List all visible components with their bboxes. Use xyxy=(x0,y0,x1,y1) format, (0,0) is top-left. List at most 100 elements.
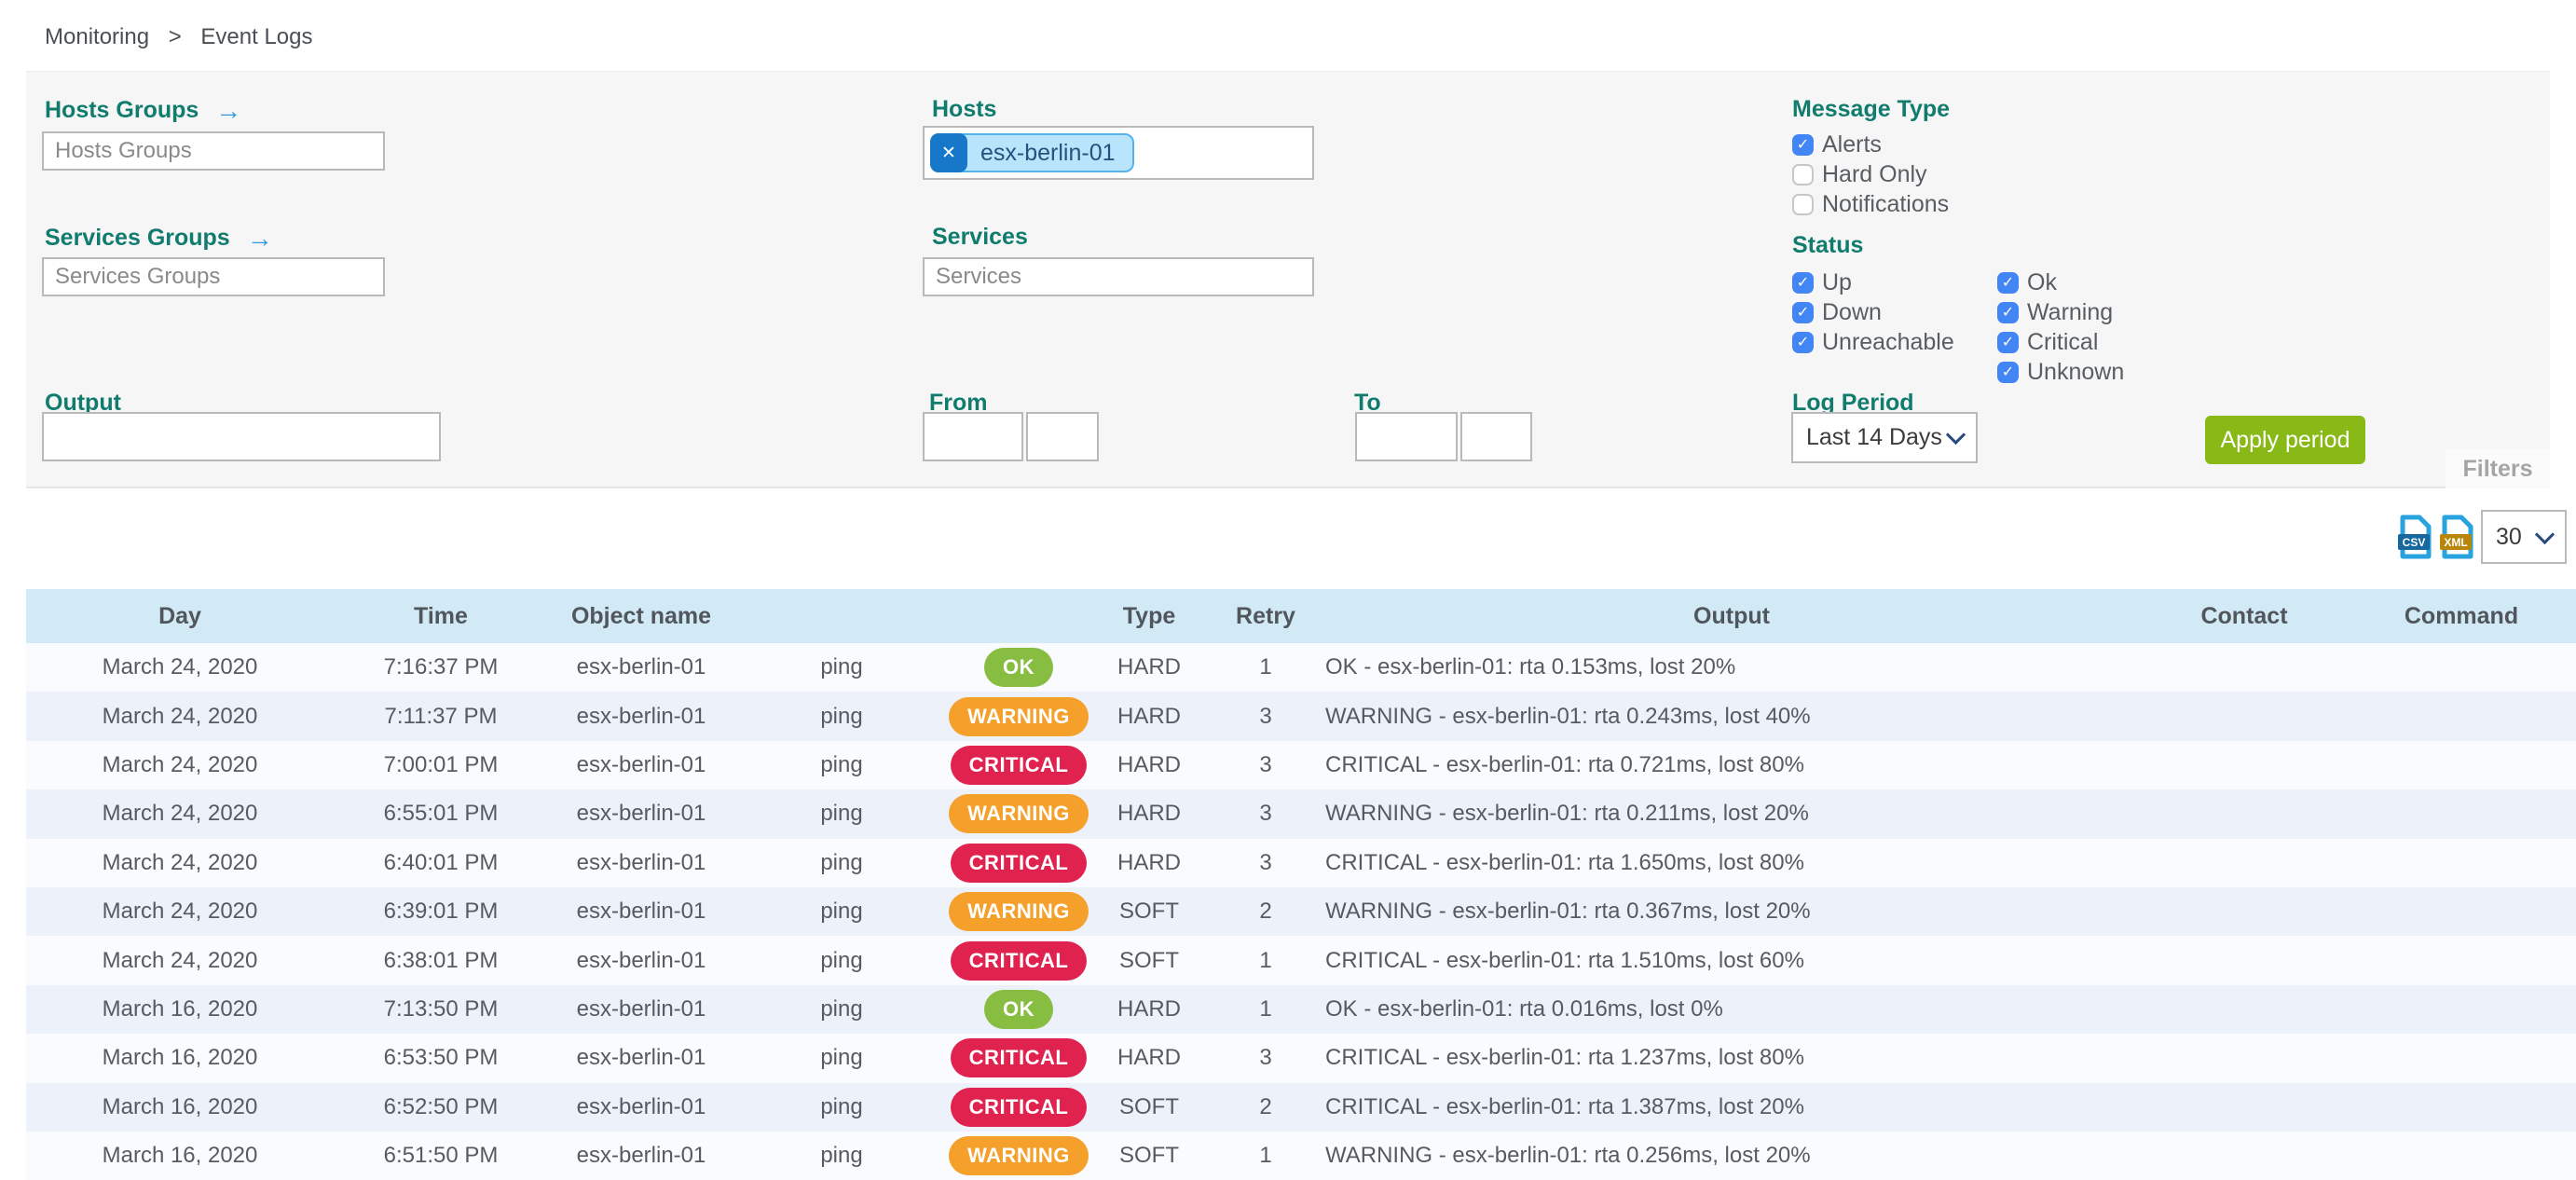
remove-tag-icon[interactable]: ✕ xyxy=(930,133,967,172)
status-badge: WARNING xyxy=(949,1136,1089,1176)
cell-day: March 24, 2020 xyxy=(102,801,258,827)
status-checkbox-unreachable[interactable]: ✓ Unreachable xyxy=(1792,328,1954,355)
message-type-checkbox-notifications[interactable]: Notifications xyxy=(1792,191,1949,217)
apply-period-button[interactable]: Apply period xyxy=(2205,416,2365,464)
to-time-input[interactable] xyxy=(1460,412,1532,461)
cell-retry: 1 xyxy=(1259,995,1272,1022)
services-input[interactable] xyxy=(923,257,1314,296)
breadcrumb-monitoring[interactable]: Monitoring xyxy=(45,24,150,49)
checkbox-label: Unknown xyxy=(2027,358,2125,385)
cell-status: CRITICAL xyxy=(949,741,1089,789)
column-header-contact: Contact xyxy=(2200,602,2288,629)
table-row: March 24, 2020 6:39:01 PM esx-berlin-01 pin… xyxy=(26,886,2576,937)
table-row: March 16, 2020 6:52:50 PM esx-berlin-01 pin… xyxy=(26,1082,2576,1132)
status-checkbox-critical[interactable]: ✓ Critical xyxy=(1997,329,2124,355)
filter-panel: Hosts Groups→ Services Groups→ Output Ho… xyxy=(26,71,2550,488)
cell-object: esx-berlin-01 xyxy=(576,849,706,875)
column-header-time: Time xyxy=(414,602,468,629)
status-checkbox-ok[interactable]: ✓ Ok xyxy=(1997,269,2124,295)
status-checkbox-up[interactable]: ✓ Up xyxy=(1792,268,1954,295)
cell-service: ping xyxy=(820,801,863,827)
cell-type: SOFT xyxy=(1119,1143,1179,1169)
to-label: To xyxy=(1354,390,1381,416)
cell-status: CRITICAL xyxy=(949,839,1089,887)
message-type-checkbox-hard-only[interactable]: Hard Only xyxy=(1792,161,1949,187)
cell-command xyxy=(2347,1132,2576,1180)
status-badge: WARNING xyxy=(949,696,1089,736)
services-groups-arrow-icon[interactable]: → xyxy=(246,224,273,253)
checkbox-checked-icon[interactable]: ✓ xyxy=(1792,331,1814,353)
checkbox-unchecked-icon[interactable] xyxy=(1792,163,1814,185)
checkbox-checked-icon[interactable]: ✓ xyxy=(1997,271,2019,294)
breadcrumb: Monitoring > Event Logs xyxy=(45,24,313,50)
cell-output: WARNING - esx-berlin-01: rta 0.243ms, lo… xyxy=(1325,703,1811,729)
cell-day: March 24, 2020 xyxy=(102,654,258,680)
checkbox-checked-icon[interactable]: ✓ xyxy=(1997,301,2019,323)
column-header-service xyxy=(734,589,949,643)
checkbox-checked-icon[interactable]: ✓ xyxy=(1792,133,1814,156)
column-header-command: Command xyxy=(2404,602,2519,629)
cell-type: SOFT xyxy=(1119,947,1179,973)
cell-command xyxy=(2347,741,2576,789)
cell-time: 6:40:01 PM xyxy=(383,849,499,875)
table-row: March 16, 2020 6:53:50 PM esx-berlin-01 pin… xyxy=(26,1034,2576,1083)
checkbox-checked-icon[interactable]: ✓ xyxy=(1997,361,2019,383)
hosts-groups-label: Hosts Groups → xyxy=(45,96,242,125)
checkbox-checked-icon[interactable]: ✓ xyxy=(1792,271,1814,294)
status-checkbox-warning[interactable]: ✓ Warning xyxy=(1997,298,2124,325)
table-row: March 24, 2020 7:16:37 PM esx-berlin-01 pin… xyxy=(26,643,2576,693)
message-type-checkbox-alerts[interactable]: ✓ Alerts xyxy=(1792,131,1949,158)
hosts-input[interactable]: ✕ esx-berlin-01 xyxy=(923,126,1314,180)
checkbox-unchecked-icon[interactable] xyxy=(1792,193,1814,215)
services-groups-input[interactable] xyxy=(42,257,385,296)
table-header-row: Day Time Object name Type Retry Output Contact… xyxy=(26,589,2576,643)
export-csv-icon[interactable]: CSV xyxy=(2397,515,2432,559)
hosts-groups-input[interactable] xyxy=(42,131,385,171)
from-date-input[interactable] xyxy=(923,412,1023,461)
output-input[interactable] xyxy=(42,412,441,461)
cell-command xyxy=(2347,643,2576,692)
checkbox-checked-icon[interactable]: ✓ xyxy=(1997,331,2019,353)
page-size-value: 30 xyxy=(2496,523,2522,550)
checkbox-label: Down xyxy=(1822,298,1882,325)
table-row: March 24, 2020 6:40:01 PM esx-berlin-01 pin… xyxy=(26,838,2576,887)
checkbox-label: Unreachable xyxy=(1822,328,1954,355)
column-header-object: Object name xyxy=(570,602,712,629)
breadcrumb-event-logs[interactable]: Event Logs xyxy=(200,24,313,49)
page-size-select[interactable]: 30 xyxy=(2481,510,2567,564)
from-time-input[interactable] xyxy=(1026,412,1099,461)
log-period-value: Last 14 Days xyxy=(1806,424,1942,450)
cell-time: 7:13:50 PM xyxy=(383,995,499,1022)
log-period-select[interactable]: Last 14 Days xyxy=(1791,412,1978,463)
cell-object: esx-berlin-01 xyxy=(576,947,706,973)
hosts-groups-arrow-icon[interactable]: → xyxy=(215,96,242,125)
cell-contact xyxy=(2142,643,2347,692)
status-badge: CRITICAL xyxy=(950,1038,1088,1078)
cell-retry: 3 xyxy=(1259,801,1272,827)
cell-service: ping xyxy=(820,849,863,875)
cell-status: CRITICAL xyxy=(949,936,1089,984)
status-checkbox-unknown[interactable]: ✓ Unknown xyxy=(1997,358,2125,385)
from-label: From xyxy=(929,390,988,416)
cell-output: WARNING - esx-berlin-01: rta 0.256ms, lo… xyxy=(1325,1143,1811,1169)
cell-day: March 16, 2020 xyxy=(102,1093,258,1119)
cell-contact xyxy=(2142,789,2347,838)
filters-tab[interactable]: Filters xyxy=(2446,449,2550,488)
checkbox-label: Up xyxy=(1822,268,1852,295)
cell-retry: 3 xyxy=(1259,703,1272,729)
checkbox-checked-icon[interactable]: ✓ xyxy=(1792,301,1814,323)
cell-status: CRITICAL xyxy=(949,1083,1089,1132)
cell-output: CRITICAL - esx-berlin-01: rta 0.721ms, l… xyxy=(1325,751,1804,777)
cell-day: March 24, 2020 xyxy=(102,849,258,875)
status-badge: OK xyxy=(984,648,1053,688)
to-date-input[interactable] xyxy=(1355,412,1458,461)
cell-time: 6:51:50 PM xyxy=(383,1143,499,1169)
cell-type: HARD xyxy=(1117,801,1181,827)
table-row: March 16, 2020 7:13:50 PM esx-berlin-01 pin… xyxy=(26,984,2576,1035)
cell-command xyxy=(2347,1083,2576,1132)
column-header-type: Type xyxy=(1122,602,1176,629)
status-checkbox-down[interactable]: ✓ Down xyxy=(1792,298,1954,325)
export-xml-icon[interactable]: XML xyxy=(2439,515,2474,559)
checkbox-label: Warning xyxy=(2027,298,2114,325)
cell-time: 6:55:01 PM xyxy=(383,801,499,827)
